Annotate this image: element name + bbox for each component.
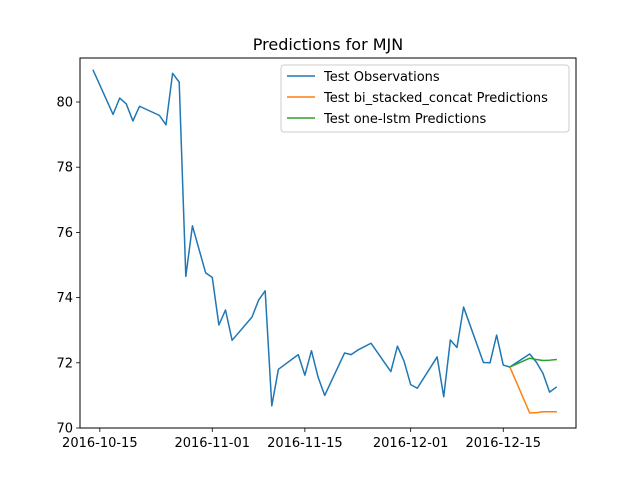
y-tick-label: 70 bbox=[56, 422, 73, 437]
legend-box bbox=[280, 64, 570, 133]
x-tick-label: 2016-12-15 bbox=[465, 436, 541, 451]
x-tick-label: 2016-11-15 bbox=[267, 436, 343, 451]
series-line-1 bbox=[508, 366, 557, 414]
y-tick-label: 74 bbox=[56, 291, 73, 306]
x-axis: 2016-10-15 2016-11-01 2016-11-15 2016-12-01… bbox=[62, 428, 541, 451]
y-tick-label: 72 bbox=[56, 356, 73, 371]
legend-label: Test one-lstm Predictions bbox=[323, 112, 486, 127]
legend-label: Test bi_stacked_concat Predictions bbox=[323, 91, 548, 106]
series-line-0 bbox=[92, 69, 558, 407]
y-tick-label: 76 bbox=[56, 226, 73, 241]
plot-lines bbox=[92, 69, 558, 414]
y-axis: 70 72 74 76 78 80 bbox=[56, 96, 80, 437]
y-tick-label: 80 bbox=[56, 96, 73, 111]
plot-area-frame bbox=[79, 57, 577, 429]
y-tick-label: 78 bbox=[56, 161, 73, 176]
x-tick-label: 2016-11-01 bbox=[174, 436, 250, 451]
legend-label: Test Observations bbox=[323, 70, 440, 85]
legend: Test Observations Test bi_stacked_concat … bbox=[280, 64, 570, 133]
x-tick-label: 2016-10-15 bbox=[62, 436, 138, 451]
chart-title: Predictions for MJN bbox=[253, 35, 403, 54]
series-line-2 bbox=[508, 357, 557, 369]
x-tick-label: 2016-12-01 bbox=[373, 436, 449, 451]
